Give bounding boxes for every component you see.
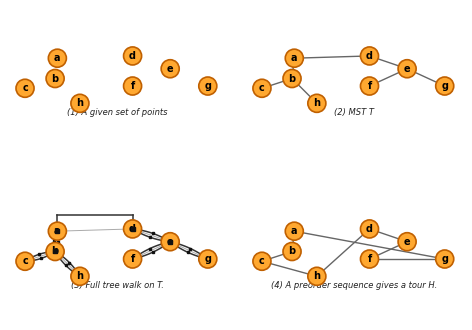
Text: e: e [167, 237, 174, 247]
Text: (2) MST T: (2) MST T [335, 108, 374, 117]
Text: (3) Full tree walk on T.: (3) Full tree walk on T. [71, 281, 164, 290]
Text: f: f [130, 81, 135, 91]
Circle shape [16, 252, 34, 270]
Text: d: d [129, 51, 136, 61]
Text: a: a [54, 226, 60, 236]
Circle shape [124, 47, 142, 65]
Circle shape [124, 250, 142, 268]
Circle shape [71, 94, 89, 112]
Text: f: f [130, 254, 135, 264]
Circle shape [436, 250, 454, 268]
Circle shape [48, 49, 67, 67]
Text: d: d [129, 224, 136, 234]
Circle shape [124, 220, 142, 238]
Circle shape [199, 250, 217, 268]
Circle shape [285, 49, 303, 67]
Circle shape [398, 233, 416, 251]
Text: (4) A preorder sequence gives a tour H.: (4) A preorder sequence gives a tour H. [271, 281, 438, 290]
Circle shape [46, 70, 64, 87]
Circle shape [253, 79, 271, 97]
Text: g: g [204, 81, 211, 91]
Circle shape [308, 267, 326, 285]
Circle shape [398, 60, 416, 78]
Text: a: a [54, 53, 60, 63]
Text: h: h [313, 98, 320, 108]
Text: c: c [22, 256, 28, 266]
Text: h: h [313, 271, 320, 281]
Text: b: b [288, 247, 295, 256]
Text: h: h [76, 98, 84, 108]
Text: b: b [288, 74, 295, 83]
Text: (1) A given set of points: (1) A given set of points [67, 108, 168, 117]
Circle shape [361, 250, 379, 268]
Text: c: c [259, 256, 265, 266]
Circle shape [283, 243, 301, 260]
Text: e: e [167, 64, 174, 74]
Circle shape [308, 94, 326, 112]
Text: d: d [366, 224, 373, 234]
Text: f: f [367, 81, 371, 91]
Text: b: b [51, 247, 59, 256]
Circle shape [283, 70, 301, 87]
Circle shape [161, 233, 179, 251]
Text: g: g [441, 81, 448, 91]
Circle shape [436, 77, 454, 95]
Text: a: a [291, 53, 297, 63]
Text: e: e [404, 64, 411, 74]
Circle shape [285, 222, 303, 240]
Text: g: g [441, 254, 448, 264]
Text: b: b [51, 74, 59, 83]
Circle shape [361, 47, 379, 65]
Circle shape [46, 243, 64, 260]
Text: c: c [22, 83, 28, 93]
Circle shape [124, 77, 142, 95]
Circle shape [16, 79, 34, 97]
Circle shape [253, 252, 271, 270]
Circle shape [199, 77, 217, 95]
Circle shape [361, 220, 379, 238]
Circle shape [71, 267, 89, 285]
Text: c: c [259, 83, 265, 93]
Text: a: a [291, 226, 297, 236]
Text: f: f [367, 254, 371, 264]
Text: h: h [76, 271, 84, 281]
Text: d: d [366, 51, 373, 61]
Circle shape [48, 222, 67, 240]
Circle shape [161, 60, 179, 78]
Circle shape [361, 77, 379, 95]
Text: e: e [404, 237, 411, 247]
Text: g: g [204, 254, 211, 264]
